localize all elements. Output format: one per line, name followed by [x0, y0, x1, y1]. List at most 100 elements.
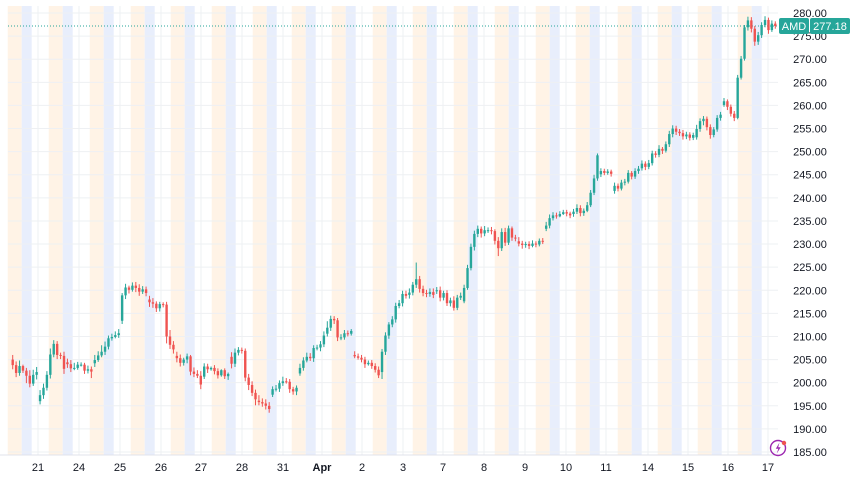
candle[interactable]: [459, 292, 462, 300]
candle[interactable]: [185, 353, 189, 364]
candle[interactable]: [709, 124, 712, 139]
candle[interactable]: [55, 341, 59, 360]
candle[interactable]: [620, 179, 623, 191]
candle[interactable]: [623, 178, 627, 186]
candle[interactable]: [329, 315, 332, 331]
candle[interactable]: [120, 293, 124, 324]
candle[interactable]: [726, 99, 729, 111]
candle[interactable]: [397, 299, 401, 309]
candle[interactable]: [134, 281, 138, 293]
candle[interactable]: [117, 329, 120, 338]
candle[interactable]: [572, 208, 575, 217]
candle[interactable]: [613, 182, 616, 194]
candle[interactable]: [315, 344, 319, 351]
candle[interactable]: [32, 369, 35, 386]
candle[interactable]: [630, 171, 633, 180]
candle[interactable]: [719, 111, 722, 121]
candle[interactable]: [35, 366, 38, 380]
candle[interactable]: [760, 22, 763, 38]
candle[interactable]: [712, 127, 715, 138]
candle[interactable]: [394, 302, 397, 323]
candle[interactable]: [25, 367, 28, 384]
candle[interactable]: [28, 370, 32, 388]
candle[interactable]: [240, 347, 244, 354]
candle[interactable]: [681, 129, 685, 140]
candle[interactable]: [114, 331, 117, 339]
candle[interactable]: [421, 285, 425, 297]
candle[interactable]: [503, 227, 507, 246]
candle[interactable]: [363, 356, 367, 368]
candle[interactable]: [596, 153, 599, 181]
candle[interactable]: [182, 357, 185, 366]
candle[interactable]: [206, 363, 209, 373]
candle[interactable]: [507, 225, 510, 245]
candle[interactable]: [148, 295, 151, 307]
candle[interactable]: [76, 361, 79, 370]
candle[interactable]: [380, 348, 384, 379]
candle[interactable]: [230, 352, 233, 369]
candle[interactable]: [568, 211, 572, 219]
candle[interactable]: [38, 390, 42, 405]
candle[interactable]: [209, 366, 213, 371]
candle[interactable]: [62, 351, 66, 374]
candle[interactable]: [110, 333, 114, 341]
candle[interactable]: [671, 125, 674, 138]
candle[interactable]: [664, 141, 668, 153]
candle[interactable]: [456, 294, 459, 311]
candle[interactable]: [42, 383, 45, 399]
candle[interactable]: [486, 227, 490, 233]
candle[interactable]: [138, 284, 141, 296]
candle[interactable]: [168, 330, 172, 349]
candle[interactable]: [319, 341, 322, 352]
candle[interactable]: [370, 360, 373, 369]
candle[interactable]: [233, 348, 237, 367]
candle[interactable]: [244, 348, 247, 382]
candle[interactable]: [490, 226, 493, 235]
candle[interactable]: [79, 362, 83, 367]
candle[interactable]: [548, 214, 551, 229]
candle[interactable]: [469, 243, 473, 271]
candle[interactable]: [161, 302, 165, 308]
candle[interactable]: [432, 288, 435, 299]
candle[interactable]: [774, 21, 777, 29]
candle[interactable]: [497, 237, 500, 257]
candle[interactable]: [428, 288, 432, 297]
candle[interactable]: [18, 360, 21, 376]
candle[interactable]: [302, 357, 305, 371]
candle[interactable]: [415, 262, 418, 288]
candle[interactable]: [45, 371, 49, 391]
candle[interactable]: [579, 205, 582, 217]
candle[interactable]: [445, 290, 449, 306]
candle[interactable]: [688, 132, 691, 141]
candle[interactable]: [565, 209, 568, 217]
candle[interactable]: [97, 351, 100, 362]
candle[interactable]: [527, 241, 531, 250]
candle[interactable]: [254, 389, 257, 406]
candle[interactable]: [179, 354, 182, 367]
candle[interactable]: [715, 115, 719, 132]
candle[interactable]: [452, 296, 456, 311]
candle[interactable]: [189, 354, 192, 376]
candle[interactable]: [274, 384, 278, 392]
candle[interactable]: [695, 124, 698, 140]
candle[interactable]: [237, 347, 240, 356]
candle[interactable]: [175, 351, 179, 363]
candle[interactable]: [500, 228, 503, 251]
candle[interactable]: [743, 25, 746, 61]
candle[interactable]: [73, 362, 76, 371]
candle[interactable]: [285, 378, 288, 384]
candle[interactable]: [127, 285, 131, 294]
candle[interactable]: [702, 116, 705, 126]
candle[interactable]: [203, 363, 206, 379]
candle[interactable]: [49, 348, 52, 379]
candle[interactable]: [647, 159, 650, 170]
candle[interactable]: [698, 118, 702, 132]
candle[interactable]: [599, 168, 603, 178]
candle[interactable]: [312, 345, 315, 362]
candle[interactable]: [753, 25, 756, 46]
candle[interactable]: [52, 340, 55, 358]
candle[interactable]: [401, 290, 404, 307]
candle[interactable]: [449, 297, 452, 307]
